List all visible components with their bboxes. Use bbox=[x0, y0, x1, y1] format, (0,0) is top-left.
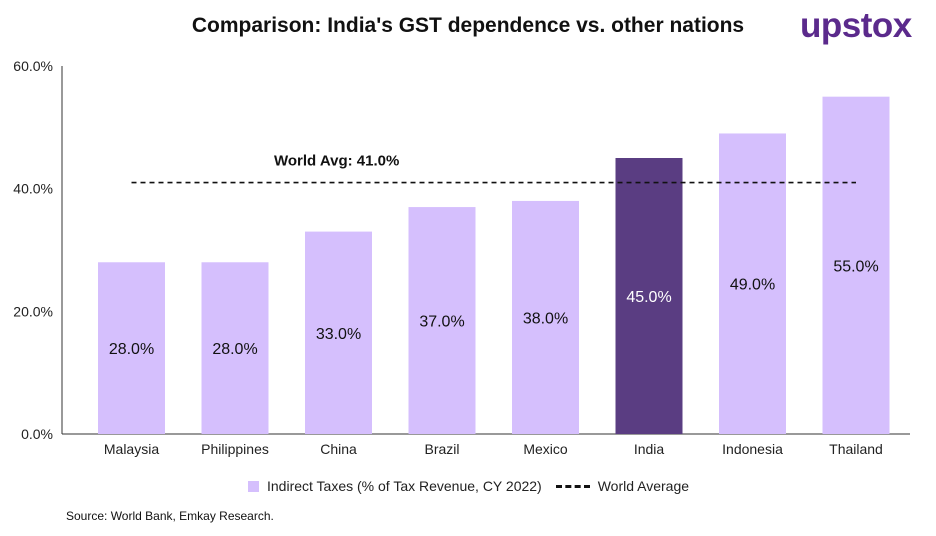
data-label: 55.0% bbox=[833, 258, 878, 275]
data-label: 28.0% bbox=[109, 341, 154, 358]
y-tick-label: 0.0% bbox=[21, 426, 53, 442]
legend-label-world-average: World Average bbox=[597, 478, 690, 494]
y-tick-label: 20.0% bbox=[13, 303, 53, 319]
source-note: Source: World Bank, Emkay Research. bbox=[66, 509, 274, 523]
x-tick-label: Brazil bbox=[424, 441, 459, 457]
data-label: 33.0% bbox=[316, 326, 361, 343]
data-label: 45.0% bbox=[626, 289, 671, 306]
x-tick-label: Malaysia bbox=[104, 441, 159, 457]
y-tick-label: 40.0% bbox=[13, 181, 53, 197]
bar-india bbox=[615, 158, 683, 434]
chart-title: Comparison: India's GST dependence vs. o… bbox=[191, 14, 745, 37]
bar-china bbox=[305, 231, 372, 434]
bar-chart: 0.0% 20.0% 40.0% 60.0% 28.0% Malaysia 28.0% Phi… bbox=[13, 58, 910, 457]
x-tick-label: Mexico bbox=[523, 441, 568, 457]
bar-brazil bbox=[408, 207, 476, 434]
data-label: 49.0% bbox=[730, 277, 775, 294]
bar-malaysia bbox=[98, 262, 165, 434]
bar-thailand bbox=[822, 96, 890, 435]
bar-indonesia bbox=[719, 133, 786, 434]
x-tick-label: India bbox=[634, 441, 665, 457]
data-label: 28.0% bbox=[212, 341, 257, 358]
x-tick-label: Thailand bbox=[829, 441, 883, 457]
world-average-label: World Avg: 41.0% bbox=[274, 153, 399, 170]
legend-label-bar: Indirect Taxes (% of Tax Revenue, CY 202… bbox=[267, 478, 542, 494]
upstox-logo: upstox bbox=[800, 6, 912, 45]
bar-mexico bbox=[512, 200, 579, 434]
y-tick-label: 60.0% bbox=[13, 58, 53, 74]
x-tick-label: Philippines bbox=[201, 441, 269, 457]
legend-swatch-dashed-line bbox=[555, 484, 590, 488]
bar-philippines bbox=[201, 262, 269, 434]
x-tick-label: Indonesia bbox=[722, 441, 783, 457]
legend-swatch-bar bbox=[248, 480, 259, 492]
data-label: 38.0% bbox=[523, 310, 568, 327]
data-label: 37.0% bbox=[419, 314, 464, 331]
x-tick-label: China bbox=[320, 441, 357, 457]
legend: Indirect Taxes (% of Tax Revenue, CY 202… bbox=[248, 478, 689, 494]
